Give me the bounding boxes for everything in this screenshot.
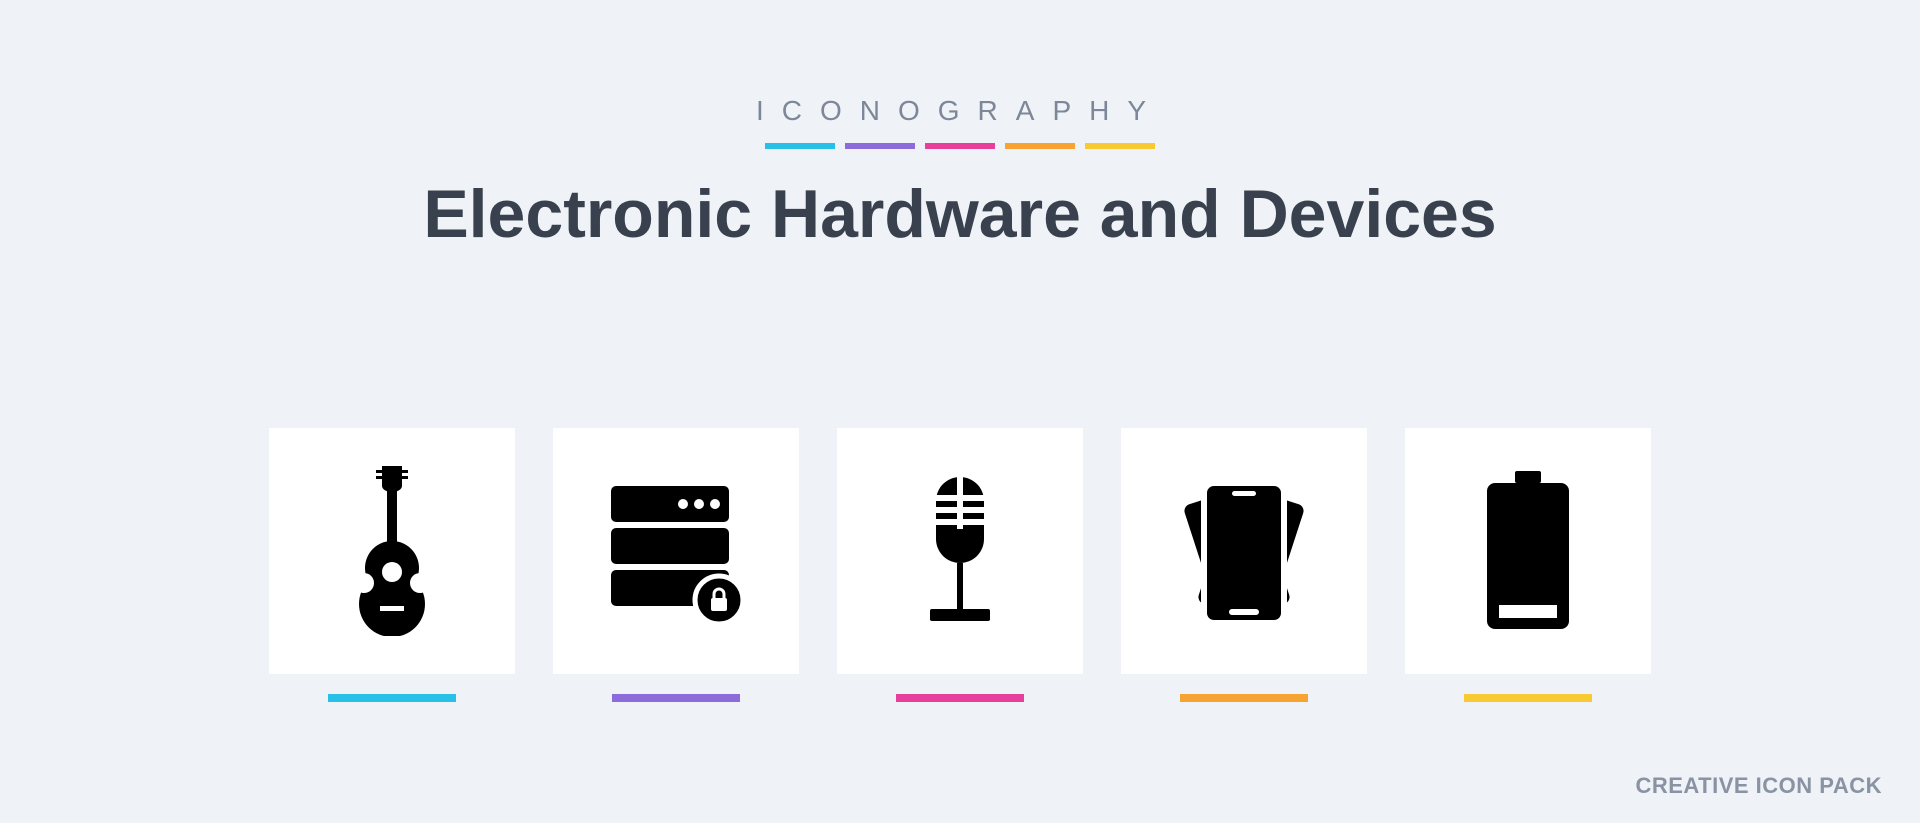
credit-label: CREATIVE ICON PACK [1635,773,1882,799]
header-bar-0 [765,143,835,149]
card-underline [328,694,456,702]
card-tile [553,428,799,674]
microphone-icon [900,471,1020,631]
card-tile [269,428,515,674]
header-bar-3 [1005,143,1075,149]
battery-low-icon [1473,471,1583,631]
card-underline [1464,694,1592,702]
card-underline [1180,694,1308,702]
card-smartphones [1121,428,1367,702]
header: ICONOGRAPHY Electronic Hardware and Devi… [0,0,1920,253]
card-tile [1405,428,1651,674]
guitar-icon [332,466,452,636]
page-title: Electronic Hardware and Devices [0,175,1920,253]
card-server-lock [553,428,799,702]
card-underline [612,694,740,702]
header-bar-2 [925,143,995,149]
icon-cards-row [269,428,1651,702]
card-tile [837,428,1083,674]
header-bar-4 [1085,143,1155,149]
card-tile [1121,428,1367,674]
card-microphone [837,428,1083,702]
card-guitar [269,428,515,702]
header-bar-1 [845,143,915,149]
card-underline [896,694,1024,702]
brand-label: ICONOGRAPHY [0,95,1920,127]
card-battery-low [1405,428,1651,702]
header-color-bars [0,143,1920,149]
server-lock-icon [601,476,751,626]
smartphones-icon [1159,471,1329,631]
